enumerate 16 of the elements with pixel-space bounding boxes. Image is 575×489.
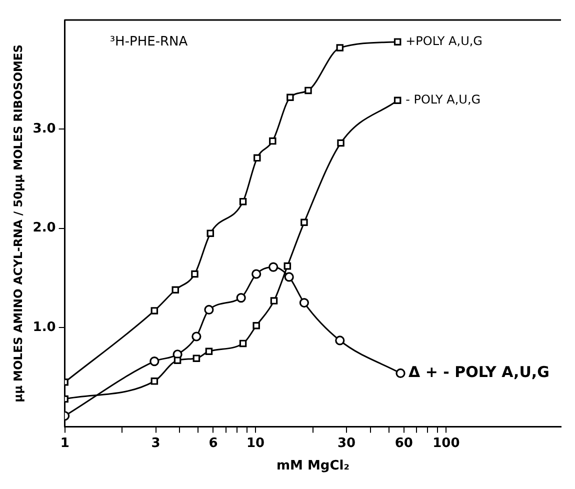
x-tick-label: 30: [337, 436, 356, 451]
series-label: - POLY A,U,G: [406, 92, 481, 106]
y-axis-title: μμ MOLES AMINO ACYL-RNA / 50μμ MOLES RIBOSOMES: [10, 44, 25, 402]
x-tick-label: 60: [394, 436, 413, 451]
x-axis-title: mM MgCl₂: [276, 458, 350, 474]
x-tick-label: 6: [208, 436, 218, 451]
annotation: ³H-PHE-RNA: [110, 34, 188, 50]
x-tick-label: 3: [151, 436, 160, 451]
y-tick-label: 2.0: [32, 220, 56, 236]
series-label: +POLY A,U,G: [406, 34, 482, 48]
x-tick-label: 10: [246, 436, 265, 451]
y-tick-label: 1.0: [32, 320, 56, 335]
x-tick-label: 1: [60, 436, 70, 451]
x-tick-label: 100: [432, 436, 460, 451]
y-tick-label: 3.0: [32, 122, 56, 137]
series-label: Δ + - POLY A,U,G: [408, 363, 550, 382]
